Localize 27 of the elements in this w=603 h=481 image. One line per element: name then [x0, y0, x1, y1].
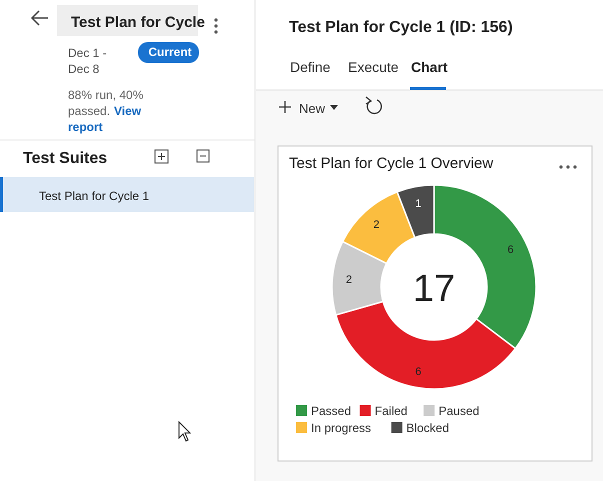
text: report — [68, 120, 103, 134]
legend-label: Paused — [438, 404, 480, 418]
text: 88% run, 40% — [68, 88, 144, 102]
text: Test Plan for Cycle 1 (ID: 156) — [289, 19, 513, 36]
data-label: 2 — [373, 218, 380, 231]
text: Test Suites — [23, 150, 108, 167]
text: Chart — [411, 59, 448, 75]
text: Dec 1 - — [68, 46, 107, 60]
text: passed. — [68, 104, 110, 118]
legend-label: Blocked — [406, 421, 450, 435]
legend-label: Passed — [311, 404, 352, 418]
text: New — [299, 101, 326, 116]
data-label: 6 — [507, 244, 514, 256]
text: Dec 8 — [68, 62, 100, 76]
text: Test Plan for Cycle — [71, 14, 205, 31]
text: 17 — [412, 268, 456, 310]
text: Test Plan for Cycle 1 — [39, 189, 150, 203]
text: Execute — [348, 59, 399, 75]
legend-label: Failed — [374, 404, 408, 418]
chart-title: Test Plan for Cycle 1 Overview — [289, 155, 494, 172]
text: Define — [290, 59, 331, 75]
data-label: 6 — [415, 366, 422, 378]
data-label: 2 — [346, 274, 352, 286]
data-label: 1 — [415, 198, 422, 210]
text: View — [114, 104, 142, 118]
text: Current — [148, 45, 192, 59]
legend-label: In progress — [311, 421, 372, 435]
